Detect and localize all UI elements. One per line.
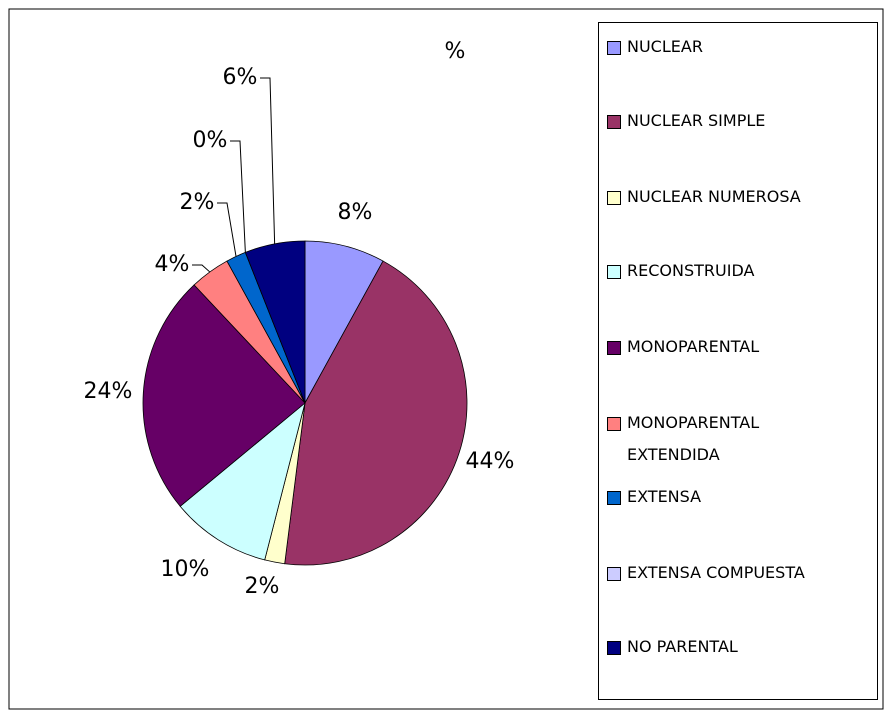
legend-item: NUCLEAR <box>607 31 877 63</box>
legend: NUCLEAR NUCLEAR SIMPLE NUCLEAR NUMEROSA REC… <box>598 22 878 700</box>
leader-line <box>217 202 237 257</box>
legend-swatch <box>607 191 621 205</box>
data-label: 24% <box>84 379 133 404</box>
legend-swatch <box>607 567 621 581</box>
legend-swatch <box>607 115 621 129</box>
legend-item: EXTENSA <box>607 481 877 513</box>
data-label: 4% <box>155 252 190 277</box>
data-label: 10% <box>161 557 210 582</box>
data-label: 2% <box>245 574 280 599</box>
legend-swatch <box>607 491 621 505</box>
legend-item: RECONSTRUIDA <box>607 255 877 287</box>
legend-swatch <box>607 265 621 279</box>
legend-label: NO PARENTAL <box>627 637 738 656</box>
legend-label: RECONSTRUIDA <box>627 261 755 280</box>
leader-line <box>192 264 211 273</box>
data-label: 2% <box>180 190 215 215</box>
pie-slice <box>284 260 468 566</box>
legend-item: NUCLEAR NUMEROSA <box>607 181 877 213</box>
pie-slice <box>179 401 306 561</box>
legend-item: MONOPARENTAL EXTENDIDA <box>607 407 877 471</box>
legend-item: MONOPARENTAL <box>607 331 877 363</box>
legend-label: NUCLEAR SIMPLE <box>627 111 766 130</box>
legend-item: NO PARENTAL <box>607 631 877 663</box>
legend-label: NUCLEAR NUMEROSA <box>627 187 801 206</box>
leader-line <box>260 77 276 244</box>
legend-item: NUCLEAR SIMPLE <box>607 105 877 137</box>
legend-swatch <box>607 41 621 55</box>
legend-label: MONOPARENTAL <box>627 337 760 356</box>
legend-swatch <box>607 641 621 655</box>
data-label: 0% <box>193 128 228 153</box>
data-label: 6% <box>223 65 258 90</box>
chart-title: % <box>445 39 466 64</box>
leader-line <box>230 140 246 253</box>
legend-swatch <box>607 417 621 431</box>
legend-label: EXTENSA COMPUESTA <box>627 563 805 582</box>
data-label: 8% <box>338 200 373 225</box>
pie-slice <box>142 284 306 507</box>
legend-swatch <box>607 341 621 355</box>
legend-label: EXTENSA <box>627 487 702 506</box>
data-label: 44% <box>466 449 515 474</box>
legend-label: MONOPARENTAL EXTENDIDA <box>627 413 760 464</box>
legend-item: EXTENSA COMPUESTA <box>607 557 877 589</box>
legend-label: NUCLEAR <box>627 37 703 56</box>
